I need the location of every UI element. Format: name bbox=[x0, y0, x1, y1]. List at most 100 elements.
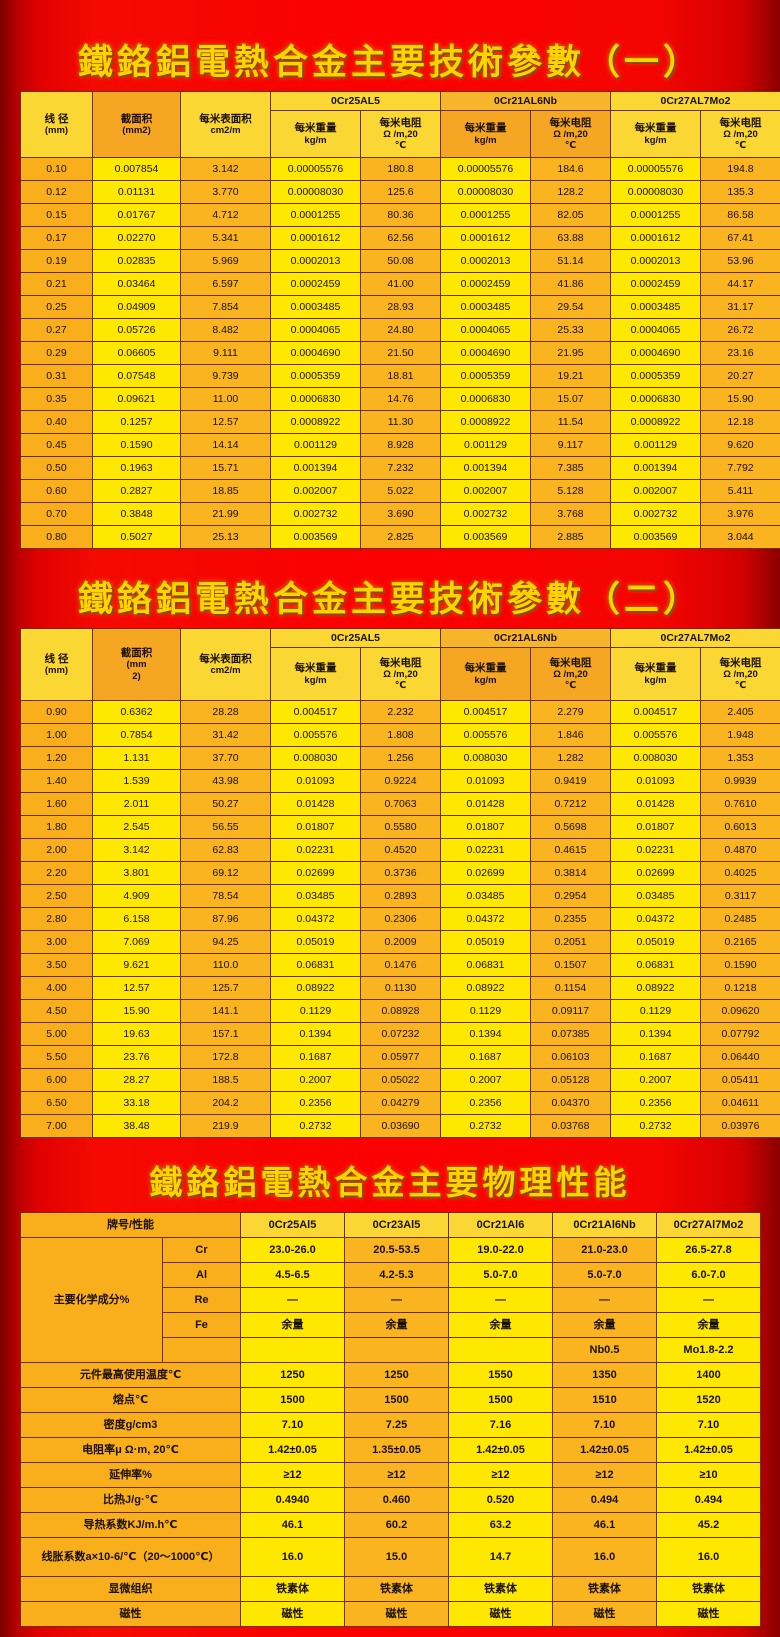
chem-element-label bbox=[163, 1338, 241, 1363]
cell-value: 0.2827 bbox=[93, 480, 181, 503]
cell-value: 0.9224 bbox=[361, 770, 441, 793]
cell-value: 82.05 bbox=[531, 204, 611, 227]
cell-value: 0.002732 bbox=[271, 503, 361, 526]
cell-value: 0.02231 bbox=[271, 839, 361, 862]
cell-value: 余量 bbox=[553, 1313, 657, 1338]
cell-value: 0.520 bbox=[449, 1488, 553, 1513]
cell-value: 67.41 bbox=[701, 227, 780, 250]
cell-value: 63.2 bbox=[449, 1513, 553, 1538]
cell-value: 6.158 bbox=[93, 908, 181, 931]
cell-value: 0.1687 bbox=[611, 1046, 701, 1069]
cell-value: 0.1129 bbox=[611, 1000, 701, 1023]
cell-value: 0.001394 bbox=[441, 457, 531, 480]
cell-diameter: 0.27 bbox=[21, 319, 93, 342]
cell-value: 21.50 bbox=[361, 342, 441, 365]
weight-label: 每米重量 bbox=[295, 122, 337, 134]
cell-value: 15.90 bbox=[701, 388, 780, 411]
cell-value: 0.0005359 bbox=[441, 365, 531, 388]
alloy-group-2: 0Cr27AL7Mo2 bbox=[611, 629, 780, 648]
cell-value: 1.539 bbox=[93, 770, 181, 793]
cell-value: 0.008030 bbox=[271, 747, 361, 770]
cell-value: 204.2 bbox=[181, 1092, 271, 1115]
cell-diameter: 5.50 bbox=[21, 1046, 93, 1069]
cell-value bbox=[241, 1338, 345, 1363]
cell-value: 19.21 bbox=[531, 365, 611, 388]
cell-value: 2.545 bbox=[93, 816, 181, 839]
page-title-2: 鐵鉻鋁電熱合金主要技術參數（二） bbox=[0, 549, 780, 628]
cell-value: 20.5-53.5 bbox=[345, 1238, 449, 1263]
cell-value: 磁性 bbox=[241, 1602, 345, 1627]
cell-value: 9.621 bbox=[93, 954, 181, 977]
col-header-resistance-2: 每米电阻 Ω /m,20 ℃ bbox=[701, 111, 780, 158]
properties-alloy-header: 0Cr21Al6 bbox=[449, 1213, 553, 1238]
resistance-unit: Ω /m,20 bbox=[531, 669, 610, 680]
wire-table-2-wrapper: 线 径 (mm) 截面积 (mm 2) 每米表面积 cm2/m 0Cr25AL5… bbox=[20, 628, 760, 1138]
property-label: 显微组织 bbox=[21, 1577, 241, 1602]
cell-value: — bbox=[553, 1288, 657, 1313]
cell-value: 135.3 bbox=[701, 181, 780, 204]
cell-value: 0.08922 bbox=[611, 977, 701, 1000]
cell-value: 14.14 bbox=[181, 434, 271, 457]
cell-value: 26.5-27.8 bbox=[657, 1238, 761, 1263]
cell-value: 0.02270 bbox=[93, 227, 181, 250]
cell-value: 0.001129 bbox=[271, 434, 361, 457]
cell-value: 0.0008922 bbox=[611, 411, 701, 434]
cell-value: 0.01767 bbox=[93, 204, 181, 227]
cell-value: 0.06440 bbox=[701, 1046, 780, 1069]
cell-diameter: 1.80 bbox=[21, 816, 93, 839]
cell-value: 0.09620 bbox=[701, 1000, 780, 1023]
cell-diameter: 0.12 bbox=[21, 181, 93, 204]
cell-value: 3.801 bbox=[93, 862, 181, 885]
cell-diameter: 0.15 bbox=[21, 204, 93, 227]
cell-diameter: 2.80 bbox=[21, 908, 93, 931]
resistance-unit2: ℃ bbox=[531, 680, 610, 691]
cell-value: 0.00005576 bbox=[611, 158, 701, 181]
cell-value: 0.02699 bbox=[271, 862, 361, 885]
cell-value: 219.9 bbox=[181, 1115, 271, 1138]
cell-value: 0.01428 bbox=[441, 793, 531, 816]
cell-value: 0.05022 bbox=[361, 1069, 441, 1092]
cell-value: 7.232 bbox=[361, 457, 441, 480]
col-header-area: 截面积 (mm2) bbox=[93, 92, 181, 158]
cell-value: 0.2732 bbox=[271, 1115, 361, 1138]
cell-value: 0.0004690 bbox=[271, 342, 361, 365]
weight-unit: kg/m bbox=[611, 135, 700, 146]
resistance-label: 每米电阻 bbox=[380, 657, 422, 669]
cell-value: 磁性 bbox=[553, 1602, 657, 1627]
cell-value: 0.01807 bbox=[271, 816, 361, 839]
cell-value: 2.885 bbox=[531, 526, 611, 549]
cell-value: 12.18 bbox=[701, 411, 780, 434]
cell-value: 24.80 bbox=[361, 319, 441, 342]
cell-value: 0.1590 bbox=[701, 954, 780, 977]
cell-diameter: 4.50 bbox=[21, 1000, 93, 1023]
cell-value: 0.7212 bbox=[531, 793, 611, 816]
cell-value: 87.96 bbox=[181, 908, 271, 931]
cell-value: 0.08922 bbox=[441, 977, 531, 1000]
cell-value: 16.0 bbox=[553, 1538, 657, 1577]
cell-value: 0.05019 bbox=[271, 931, 361, 954]
cell-value: 0.0006830 bbox=[611, 388, 701, 411]
cell-value: 0.7063 bbox=[361, 793, 441, 816]
cell-diameter: 4.00 bbox=[21, 977, 93, 1000]
weight-label: 每米重量 bbox=[635, 662, 677, 674]
resistance-unit: Ω /m,20 bbox=[701, 129, 780, 140]
cell-value: 0.5698 bbox=[531, 816, 611, 839]
cell-value: 余量 bbox=[657, 1313, 761, 1338]
cell-value: 4.5-6.5 bbox=[241, 1263, 345, 1288]
cell-value: 0.007854 bbox=[93, 158, 181, 181]
cell-value: 29.54 bbox=[531, 296, 611, 319]
weight-label: 每米重量 bbox=[465, 122, 507, 134]
cell-diameter: 3.50 bbox=[21, 954, 93, 977]
diameter-unit: (mm) bbox=[21, 665, 92, 676]
cell-value: 0.2165 bbox=[701, 931, 780, 954]
cell-diameter: 0.60 bbox=[21, 480, 93, 503]
alloy-group-2: 0Cr27AL7Mo2 bbox=[611, 92, 780, 111]
